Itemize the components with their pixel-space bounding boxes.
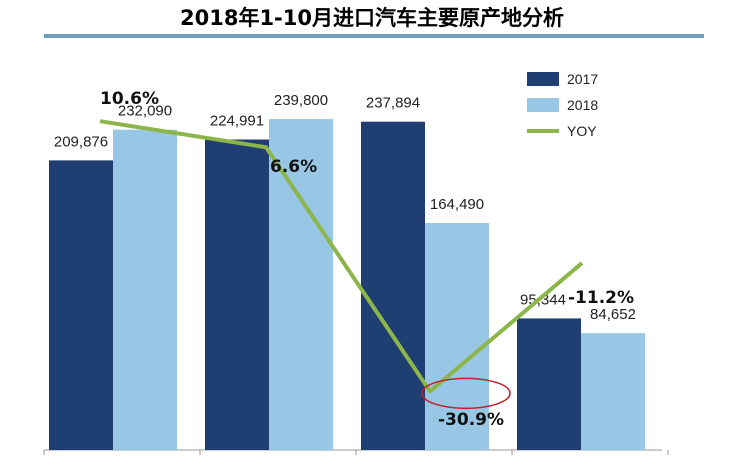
chart-title: 2018年1-10月进口汽车主要原产地分析 — [180, 6, 564, 30]
data-label-2017: 209,876 — [54, 133, 108, 150]
data-label-2018: 239,800 — [274, 92, 328, 109]
data-label-2018: 84,652 — [590, 306, 636, 323]
data-label-2017: 224,991 — [210, 113, 264, 130]
bar-2018 — [113, 129, 177, 450]
bar-2018 — [425, 223, 489, 450]
legend-label-2018: 2018 — [567, 97, 598, 113]
yoy-line — [99, 119, 584, 394]
legend-label-2017: 2017 — [567, 71, 598, 87]
bar-2017 — [361, 121, 425, 450]
data-label-2017: 237,894 — [366, 95, 420, 112]
bar-2018 — [581, 333, 645, 450]
yoy-highlight-ellipse — [421, 377, 511, 410]
title-underline — [44, 34, 704, 38]
legend-label-yoy: YOY — [567, 123, 597, 139]
data-label-2018: 164,490 — [430, 196, 484, 213]
bar-2018 — [269, 119, 333, 451]
yoy-label: -11.2% — [568, 288, 634, 308]
data-label-2018: 232,090 — [118, 103, 172, 120]
yoy-label: 6.6% — [270, 157, 317, 177]
bar-2017 — [205, 139, 269, 450]
yoy-label: 10.6% — [100, 89, 159, 109]
legend-swatch-2018 — [527, 98, 559, 112]
bar-2017 — [49, 160, 113, 450]
legend-swatch-2017 — [527, 72, 559, 86]
bar-2017 — [517, 318, 581, 450]
yoy-label: -30.9% — [438, 410, 504, 430]
